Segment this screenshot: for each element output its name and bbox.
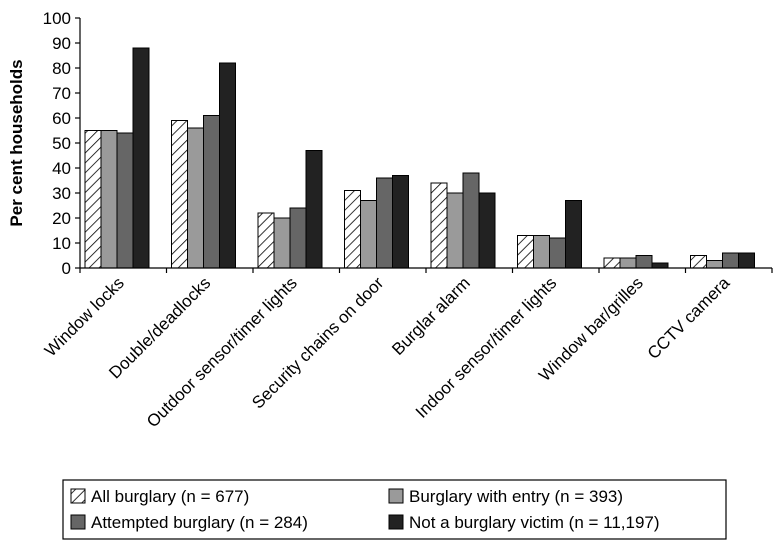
bar: [549, 237, 566, 269]
bar: [84, 130, 102, 269]
y-tick-label: 0: [62, 259, 71, 278]
bar: [257, 212, 275, 269]
y-tick-label: 10: [52, 234, 71, 253]
legend-label: Attempted burglary (n = 284): [91, 513, 308, 532]
y-tick-label: 70: [52, 84, 71, 103]
y-tick-labels: 0 10 20 30 40 50 60 70 80 90 100: [43, 9, 71, 278]
legend-swatch: [388, 488, 404, 504]
bar: [392, 175, 409, 269]
legend-swatch: [388, 514, 404, 530]
bar: [635, 255, 653, 269]
bar: [203, 115, 220, 269]
legend: All burglary (n = 677) Burglary with entr…: [62, 479, 727, 540]
bar: [219, 62, 236, 269]
category-label: Window locks: [41, 273, 128, 360]
bar: [273, 217, 291, 269]
bar: [376, 177, 393, 269]
bar: [738, 252, 755, 269]
legend-label: All burglary (n = 677): [91, 487, 249, 506]
bar: [462, 172, 480, 269]
bar: [187, 127, 204, 269]
bar: [132, 47, 150, 269]
bar: [722, 252, 739, 269]
y-tick-label: 50: [52, 134, 71, 153]
bars-layer: [84, 47, 755, 269]
legend-swatch: [70, 488, 86, 504]
y-tick-label: 40: [52, 159, 71, 178]
category-label: Burglar alarm: [388, 273, 474, 359]
legend-label: Burglary with entry (n = 393): [409, 487, 623, 506]
bar: [706, 260, 723, 269]
bar: [619, 257, 637, 269]
bar: [289, 207, 307, 269]
bar: [690, 255, 707, 269]
bar: [344, 190, 361, 269]
y-tick-label: 20: [52, 209, 71, 228]
bar: [478, 192, 496, 269]
bar: [430, 182, 448, 269]
y-tick-label: 60: [52, 109, 71, 128]
bar: [603, 257, 621, 269]
bar: [100, 130, 118, 269]
bar: [565, 200, 582, 269]
bar: [171, 120, 188, 269]
bar: [360, 200, 377, 269]
category-label: Indoor sensor/timer lights: [412, 273, 560, 421]
bar: [116, 132, 134, 269]
bar: [446, 192, 464, 269]
y-tick-label: 80: [52, 59, 71, 78]
y-tick-label: 30: [52, 184, 71, 203]
bar: [651, 262, 669, 269]
y-axis-label: Per cent households: [7, 59, 26, 226]
legend-swatch: [70, 514, 86, 530]
legend-label: Not a burglary victim (n = 11,197): [409, 513, 660, 532]
category-label: CCTV camera: [644, 273, 734, 363]
category-label: Outdoor sensor/timer lights: [143, 273, 301, 431]
bar: [533, 235, 550, 269]
y-tick-label: 90: [52, 34, 71, 53]
y-tick-label: 100: [43, 9, 71, 28]
axes-layer: [75, 17, 773, 273]
bar: [517, 235, 534, 269]
bar: [305, 150, 323, 269]
